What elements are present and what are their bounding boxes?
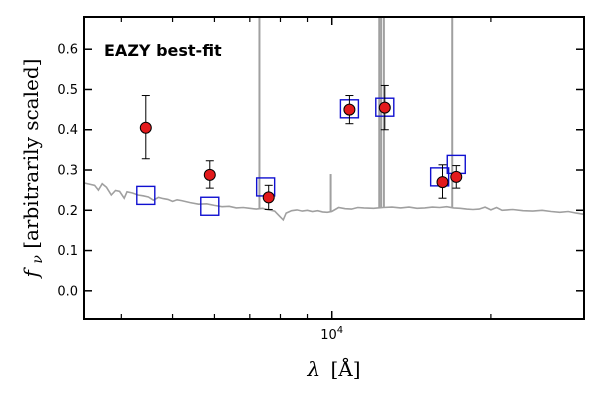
x-tick-exponent: 4: [337, 325, 343, 336]
axis-ticks: 0.0 0.1 0.2 0.3 0.4 0.5 0.6 104: [57, 17, 585, 343]
x-axis-symbol: λ: [306, 357, 320, 381]
y-axis-symbol: f: [19, 266, 43, 279]
x-tick-base: 10: [320, 328, 337, 343]
x-tick-label-0: 104: [320, 325, 343, 343]
observed-point-6: [450, 170, 463, 183]
y-tick-label-0: 0.0: [57, 284, 78, 299]
observed-point-0: [139, 121, 152, 134]
y-axis-label: f ν [arbitrarily scaled]: [19, 59, 47, 280]
observed-point-2: [262, 191, 275, 204]
y-tick-label-5: 0.5: [57, 83, 78, 98]
observed-photometry-series: [139, 84, 463, 210]
model-square-0: [136, 185, 156, 206]
plot-frame: [83, 16, 585, 320]
y-tick-label-6: 0.6: [57, 43, 78, 58]
observed-point-3: [343, 103, 356, 116]
observed-point-4: [378, 101, 391, 114]
observed-point-5: [436, 176, 449, 189]
y-axis-text: [arbitrarily scaled]: [19, 59, 43, 249]
x-axis-unit: [Å]: [330, 356, 360, 381]
observed-point-1: [203, 168, 216, 181]
y-axis-subscript: ν: [30, 255, 46, 264]
best-fit-annotation: EAZY best-fit: [104, 41, 222, 60]
y-tick-label-1: 0.1: [57, 244, 78, 259]
template-continuum: [84, 182, 584, 222]
y-tick-label-2: 0.2: [57, 204, 78, 219]
model-square-1: [200, 196, 220, 216]
x-axis-label: λ [Å]: [306, 356, 360, 381]
y-tick-label-4: 0.4: [57, 123, 78, 138]
y-tick-label-3: 0.3: [57, 164, 78, 179]
